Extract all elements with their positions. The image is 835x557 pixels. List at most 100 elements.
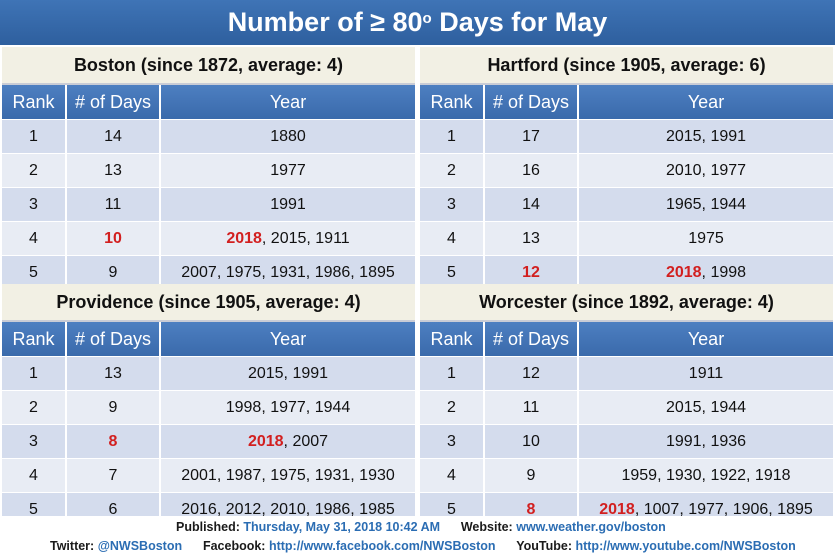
year-list: 2001, 1987, 1975, 1931, 1930	[181, 466, 395, 484]
days-cell: 12	[484, 255, 579, 289]
column-header-rank: Rank	[2, 322, 67, 357]
rank-cell: 5	[420, 255, 485, 289]
year-list: 1991, 1936	[665, 432, 747, 450]
table-row: 4 9 1959, 1930, 1922, 1918	[420, 458, 833, 493]
ranking-table: Rank # of Days Year 1 12 1911 2 11 2015, 1944 3 10…	[420, 322, 833, 526]
year-cell: 2018, 2015, 1911	[160, 221, 415, 256]
year-cell: 1991	[160, 187, 415, 222]
rank-cell: 3	[2, 424, 67, 459]
table-row: 3 11 1991	[2, 187, 415, 222]
title-main: Number of ≥ 80	[227, 7, 423, 37]
year-cell: 2015, 1991	[578, 119, 833, 154]
column-header-rank: Rank	[420, 322, 485, 357]
twitter-link[interactable]: @NWSBoston	[97, 539, 183, 553]
year-cell: 1998, 1977, 1944	[160, 390, 415, 425]
rank-cell: 4	[2, 458, 67, 493]
table-row: 2 9 1998, 1977, 1944	[2, 390, 415, 425]
panel-header: Hartford (since 1905, average: 6)	[420, 47, 833, 85]
website-link[interactable]: www.weather.gov/boston	[516, 520, 666, 534]
days-cell: 7	[66, 458, 161, 493]
days-cell: 11	[66, 187, 161, 222]
title-degree: o	[422, 10, 432, 27]
highlight-year: 2018	[226, 229, 262, 247]
footer-line-2: Twitter: @NWSBoston Facebook: http://www…	[50, 539, 796, 553]
ranking-table: Rank # of Days Year 1 14 1880 2 13 1977 3 11 1991 4 1…	[2, 85, 415, 289]
panel-header: Worcester (since 1892, average: 4)	[420, 284, 833, 322]
table-row: 3 14 1965, 1944	[420, 187, 833, 222]
highlight-year: 2018	[665, 263, 702, 281]
published-value: Thursday, May 31, 2018 10:42 AM	[243, 520, 441, 534]
rank-cell: 1	[420, 356, 485, 391]
year-cell: 2010, 1977	[578, 153, 833, 188]
title-rest: Days for May	[431, 7, 608, 37]
table-row: 1 14 1880	[2, 119, 415, 154]
ranking-table: Rank # of Days Year 1 17 2015, 1991 2 16 2010, 1…	[420, 85, 833, 289]
days-cell: 10	[484, 424, 579, 459]
year-cell: 2015, 1991	[160, 356, 415, 391]
rank-cell: 1	[2, 356, 67, 391]
year-list: , 2007	[283, 432, 329, 450]
year-cell: 1977	[160, 153, 415, 188]
days-cell: 14	[484, 187, 579, 222]
days-cell: 9	[484, 458, 579, 493]
year-list: 2015, 1991	[665, 127, 747, 145]
table-row: 3 8 2018, 2007	[2, 424, 415, 459]
year-list: 2007, 1975, 1931, 1986, 1895	[181, 263, 395, 281]
panel-worcester: Worcester (since 1892, average: 4) Rank # …	[420, 284, 833, 526]
rank-cell: 2	[420, 390, 485, 425]
rank-cell: 4	[420, 458, 485, 493]
rank-cell: 1	[2, 119, 67, 154]
table-row: 4 7 2001, 1987, 1975, 1931, 1930	[2, 458, 415, 493]
table-row: 2 13 1977	[2, 153, 415, 188]
year-cell: 1880	[160, 119, 415, 154]
year-cell: 1991, 1936	[578, 424, 833, 459]
facebook-link[interactable]: http://www.facebook.com/NWSBoston	[268, 539, 496, 553]
panel-header: Boston (since 1872, average: 4)	[2, 47, 415, 85]
footer: Published: Thursday, May 31, 2018 10:42 …	[0, 516, 835, 557]
year-cell: 1975	[578, 221, 833, 256]
column-header-days: # of Days	[66, 322, 161, 357]
highlight-year: 2018	[599, 500, 635, 518]
year-cell: 2018, 1998	[578, 255, 833, 289]
year-list: 1991	[270, 195, 306, 213]
year-cell: 2015, 1944	[578, 390, 833, 425]
published-label: Published:	[176, 520, 240, 534]
year-list: 2015, 1991	[247, 364, 329, 382]
rank-cell: 2	[2, 390, 67, 425]
year-list: 2015, 1944	[665, 398, 747, 416]
panel-boston: Boston (since 1872, average: 4) Rank # of …	[2, 47, 415, 289]
rank-cell: 4	[2, 221, 67, 256]
days-cell: 13	[66, 356, 161, 391]
days-cell: 11	[484, 390, 579, 425]
days-cell: 12	[484, 356, 579, 391]
table-row: 2 11 2015, 1944	[420, 390, 833, 425]
rank-cell: 3	[420, 424, 485, 459]
youtube-link[interactable]: http://www.youtube.com/NWSBoston	[575, 539, 796, 553]
days-cell: 13	[66, 153, 161, 188]
panel-hartford: Hartford (since 1905, average: 6) Rank # o…	[420, 47, 833, 289]
days-cell: 10	[66, 221, 161, 256]
rank-cell: 3	[420, 187, 485, 222]
rank-cell: 1	[420, 119, 485, 154]
footer-line-1: Published: Thursday, May 31, 2018 10:42 …	[176, 520, 666, 534]
page-title: Number of ≥ 80 o Days for May	[0, 0, 835, 45]
panel-header: Providence (since 1905, average: 4)	[2, 284, 415, 322]
table-row: 1 17 2015, 1991	[420, 119, 833, 154]
year-cell: 2001, 1987, 1975, 1931, 1930	[160, 458, 415, 493]
column-header-year: Year	[578, 85, 833, 120]
table-row: 5 9 2007, 1975, 1931, 1986, 1895	[2, 255, 415, 289]
column-header-rank: Rank	[2, 85, 67, 120]
year-list: , 1998	[701, 263, 747, 281]
year-list: , 1007, 1977, 1906, 1895	[634, 500, 813, 518]
column-header-days: # of Days	[66, 85, 161, 120]
youtube-label: YouTube:	[516, 539, 572, 553]
year-cell: 1959, 1930, 1922, 1918	[578, 458, 833, 493]
table-row: 1 13 2015, 1991	[2, 356, 415, 391]
column-header-year: Year	[578, 322, 833, 357]
column-header-year: Year	[160, 322, 415, 357]
days-cell: 9	[66, 390, 161, 425]
column-header-year: Year	[160, 85, 415, 120]
table-row: 4 13 1975	[420, 221, 833, 256]
year-list: 1977	[270, 161, 306, 179]
days-cell: 8	[66, 424, 161, 459]
